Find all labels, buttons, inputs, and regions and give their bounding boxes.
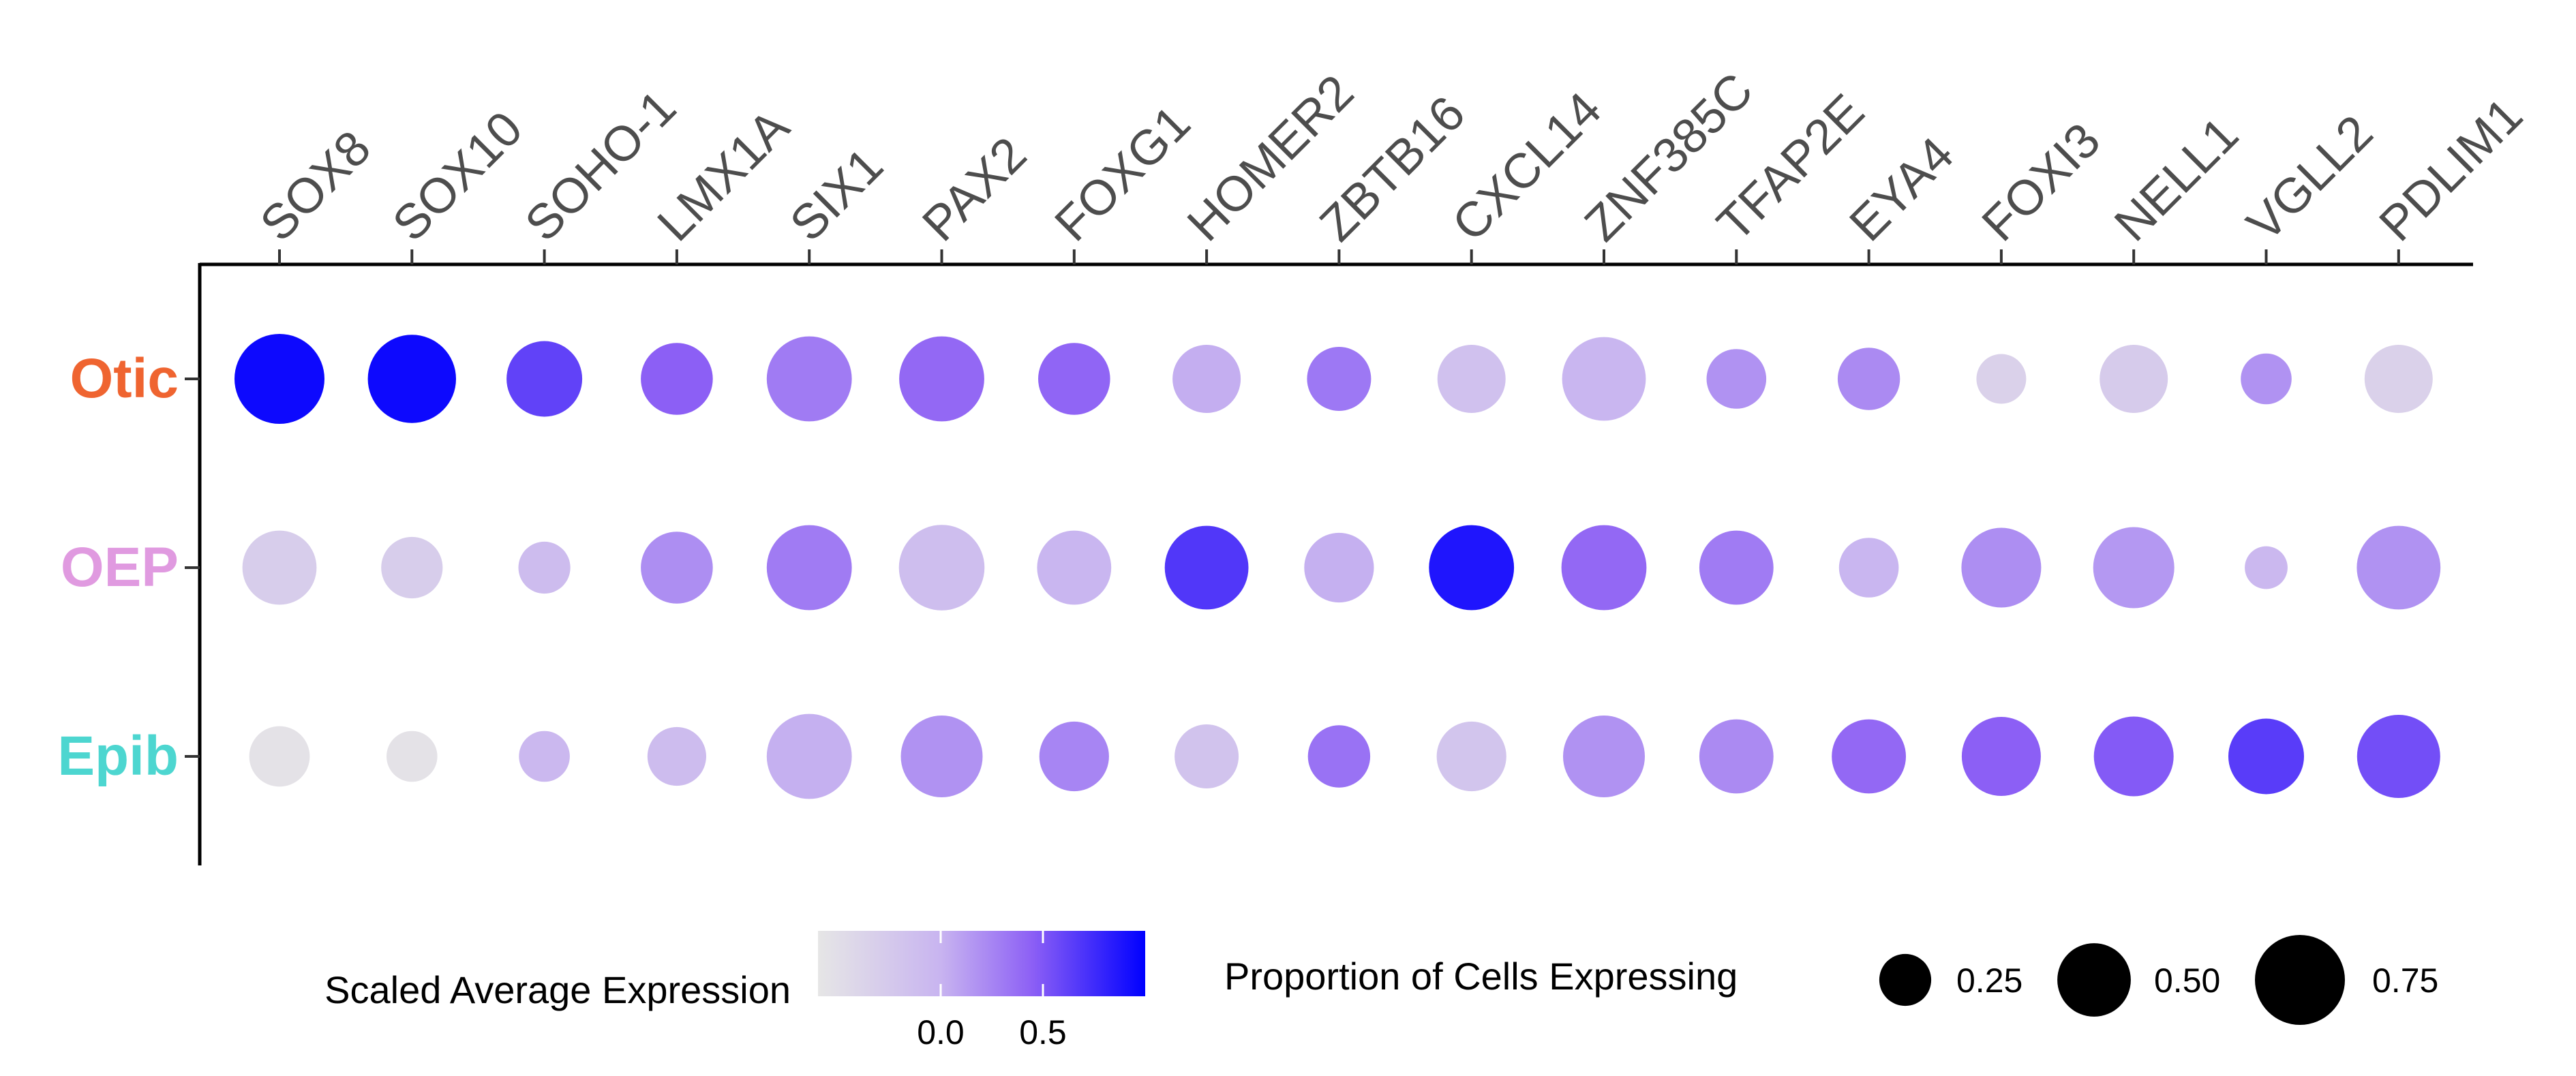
dot-epib-six1: [766, 713, 852, 799]
dot-otic-pax2: [899, 336, 984, 422]
dot-otic-soho-1: [506, 341, 583, 417]
dot-oep-foxg1: [1037, 530, 1112, 605]
dot-otic-homer2: [1172, 345, 1241, 413]
color-legend: Scaled Average Expression 0.0 0.5: [324, 931, 1145, 1051]
dot-oep-znf385c: [1561, 525, 1647, 611]
dot-epib-foxi3: [1961, 717, 2041, 796]
dot-epib-znf385c: [1563, 716, 1645, 797]
size-legend-label: 0.75: [2372, 962, 2438, 1000]
size-legend: Proportion of Cells Expressing 0.25 0.50 0…: [1224, 935, 2438, 1025]
size-legend-label: 0.50: [2154, 962, 2220, 1000]
gene-label-foxg1: FOXG1: [1045, 95, 1201, 251]
size-legend-dot: [2255, 935, 2345, 1025]
dot-epib-pax2: [900, 716, 983, 797]
gene-label-six1: SIX1: [780, 138, 894, 251]
dot-otic-foxg1: [1038, 343, 1110, 415]
size-legend-dot: [1879, 953, 1932, 1006]
dot-epib-zbtb16: [1307, 725, 1371, 788]
dot-otic-tfap2e: [1706, 349, 1767, 409]
dot-otic-six1: [766, 336, 852, 422]
dot-otic-vgll2: [2241, 353, 2292, 405]
group-labels: Otic OEP Epib: [57, 348, 179, 787]
dot-oep-tfap2e: [1699, 530, 1774, 605]
dot-oep-sox10: [381, 536, 443, 599]
dot-otic-foxi3: [1976, 354, 2027, 404]
dot-otic-nell1: [2100, 345, 2168, 413]
dot-oep-foxi3: [1961, 527, 2042, 608]
dot-oep-cxcl14: [1429, 525, 1515, 611]
color-legend-tick-label: 0.0: [917, 1013, 965, 1051]
dot-oep-six1: [766, 525, 852, 611]
color-legend-title: Scaled Average Expression: [324, 968, 791, 1011]
dot-oep-pdlim1: [2357, 525, 2441, 610]
dot-otic-eya4: [1837, 348, 1900, 410]
dots: [234, 334, 2441, 799]
size-legend-title: Proportion of Cells Expressing: [1224, 955, 1738, 998]
dot-epib-eya4: [1832, 719, 1907, 794]
gene-label-foxi3: FOXI3: [1972, 113, 2111, 252]
dot-epib-sox8: [249, 726, 310, 787]
dot-otic-pdlim1: [2364, 345, 2433, 413]
dot-otic-zbtb16: [1307, 347, 1372, 411]
axes: [185, 249, 2473, 865]
dot-otic-sox8: [234, 334, 324, 424]
dot-oep-eya4: [1838, 538, 1899, 598]
gene-label-cxcl14: CXCL14: [1442, 82, 1611, 251]
dot-epib-cxcl14: [1436, 721, 1506, 792]
dot-otic-lmx1a: [641, 343, 713, 415]
group-label-epib: Epib: [57, 725, 179, 787]
dot-otic-sox10: [367, 335, 456, 423]
color-legend-bar: [818, 931, 1145, 996]
gene-label-sox8: SOX8: [250, 121, 381, 251]
dot-epib-sox10: [387, 731, 438, 782]
dot-epib-lmx1a: [647, 726, 706, 786]
dot-oep-pax2: [898, 525, 985, 611]
gene-label-nell1: NELL1: [2104, 107, 2249, 251]
dot-epib-pdlim1: [2357, 715, 2440, 798]
gene-label-sox10: SOX10: [382, 102, 533, 252]
dot-oep-zbtb16: [1304, 532, 1374, 603]
dot-epib-vgll2: [2228, 718, 2304, 795]
size-legend-label: 0.25: [1956, 962, 2022, 1000]
gene-label-pax2: PAX2: [912, 127, 1037, 251]
dot-otic-cxcl14: [1437, 345, 1506, 413]
dot-oep-homer2: [1164, 525, 1249, 610]
dot-oep-lmx1a: [641, 532, 713, 604]
group-label-oep: OEP: [61, 536, 179, 598]
dot-epib-homer2: [1175, 724, 1239, 788]
group-label-otic: Otic: [70, 348, 179, 410]
gene-label-vgll2: VGLL2: [2237, 105, 2383, 251]
dot-epib-nell1: [2093, 716, 2174, 797]
dot-epib-soho-1: [519, 731, 570, 782]
gene-label-pdlim1: PDLIM1: [2369, 88, 2533, 251]
dot-oep-nell1: [2093, 527, 2175, 609]
gene-label-eya4: EYA4: [1839, 127, 1964, 251]
dot-epib-tfap2e: [1699, 719, 1774, 794]
size-legend-dot: [2057, 943, 2131, 1017]
dot-epib-foxg1: [1039, 721, 1109, 792]
dot-oep-vgll2: [2245, 546, 2288, 589]
dot-oep-soho-1: [518, 541, 571, 594]
dot-otic-znf385c: [1562, 337, 1646, 421]
color-legend-tick-label: 0.5: [1019, 1013, 1067, 1051]
dot-oep-sox8: [242, 530, 317, 605]
